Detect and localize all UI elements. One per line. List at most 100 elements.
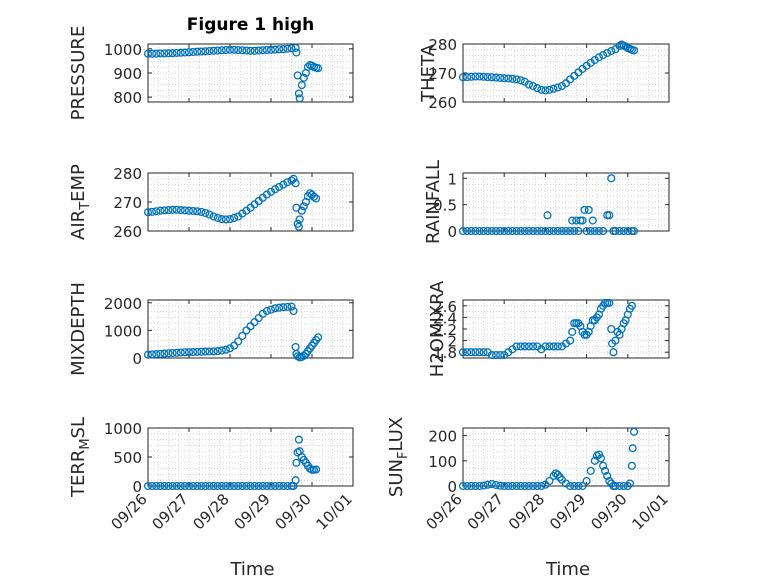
data-point [566,336,575,345]
data-point [553,470,562,479]
data-point [291,179,300,188]
data-point [246,322,255,331]
data-point [312,465,321,474]
x-tick-label: 09/30 [587,490,630,533]
data-point [471,72,480,81]
data-point [541,342,550,351]
data-point [508,74,517,83]
data-point [528,481,538,491]
data-point [625,479,634,488]
data-point [242,481,251,491]
data-point [555,473,564,482]
grid [148,428,353,486]
x-tick-label: 09/28 [190,490,233,533]
data-point [238,481,247,491]
data-point [176,348,185,357]
data-point [283,302,292,311]
data-point [266,187,276,196]
series [143,43,323,103]
data-point [189,206,198,216]
data-point [266,45,276,54]
y-tick-label: 260 [113,223,142,241]
data-point [545,476,554,486]
data-point [483,226,492,236]
data-point [275,182,284,191]
data-point [471,226,480,236]
data-point [289,174,298,183]
data-point [471,481,480,491]
data-point [279,45,288,54]
data-point [189,47,198,57]
y-axis-label: THETA [418,43,439,103]
data-point [312,194,321,203]
subplot-1: 800 900 1000 PRESSURE Figure 1 high [68,15,354,120]
data-point [545,226,554,236]
data-point [586,226,595,236]
data-point [225,481,235,491]
data-point [496,481,505,490]
y-tick-label: 0 [447,478,457,496]
data-point [289,306,298,316]
data-point [254,481,263,491]
data-point [599,461,608,470]
data-point [156,49,165,58]
data-point [275,45,284,54]
data-point [242,46,251,55]
x-tick-label: 09/27 [149,490,192,533]
data-point [528,81,538,91]
data-point [541,86,550,95]
data-point [184,48,194,57]
data-point [479,72,488,81]
data-point [271,45,280,54]
data-point [475,348,484,357]
data-point [205,210,214,219]
data-point [483,480,492,489]
data-point [537,85,546,94]
series [143,302,323,362]
data-point [314,333,323,342]
data-point [176,206,185,215]
data-point [496,226,505,236]
grid [148,44,353,102]
data-point [524,342,533,351]
data-point [463,226,472,236]
data-point [491,351,501,360]
data-point [561,226,571,236]
data-point [156,206,165,215]
grid [463,428,669,486]
data-point [197,347,206,356]
data-point [512,481,521,491]
axes-box [462,172,670,232]
data-point [516,481,525,491]
data-point [205,347,214,356]
data-point [607,479,616,488]
data-point [628,444,637,453]
data-point [193,347,202,356]
data-point [582,476,591,486]
data-point [201,347,210,356]
data-point [242,326,251,335]
data-point [553,83,562,92]
data-point [590,226,599,236]
y-tick-label: 1000 [104,420,142,438]
data-point [294,89,303,98]
data-point [164,481,173,491]
data-point [607,46,616,56]
data-point [176,481,185,491]
data-point [524,481,533,491]
data-point [611,481,620,491]
data-point [250,318,259,327]
data-point [627,461,636,470]
data-point [500,481,509,491]
data-point [586,466,595,475]
data-point [230,481,239,491]
data-point [605,298,614,307]
data-point [152,350,161,359]
data-point [483,73,492,82]
data-point [180,348,189,357]
data-point [463,348,472,357]
